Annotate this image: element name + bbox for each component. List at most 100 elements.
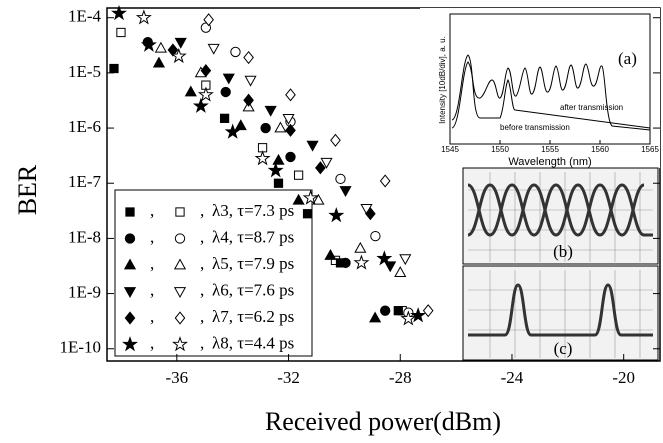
marker <box>379 174 391 188</box>
y-tick-label: 1E-4 <box>68 7 102 26</box>
marker <box>173 258 187 270</box>
marker <box>306 140 319 152</box>
legend-separator: , <box>150 307 154 326</box>
marker <box>292 193 305 205</box>
inset-y-label: Intensity [10dB/div], a. u. <box>438 36 447 124</box>
inset-background <box>420 8 660 168</box>
legend-separator: , <box>150 333 154 352</box>
y-tick-label: 1E-6 <box>68 117 101 136</box>
plot-frame <box>106 7 661 362</box>
marker <box>203 13 214 27</box>
marker <box>285 151 296 163</box>
marker <box>315 161 326 175</box>
marker <box>152 56 166 68</box>
x-tick-label: -20 <box>612 368 635 387</box>
marker <box>394 266 407 277</box>
marker <box>410 307 427 323</box>
legend-label: λ4, τ=8.7 ps <box>212 227 294 246</box>
inset-tick-label: 1565 <box>641 145 659 154</box>
legend-label: λ8, τ=4.4 ps <box>212 333 294 352</box>
marker <box>353 254 370 270</box>
inset-tick-label: 1545 <box>441 145 459 154</box>
marker <box>200 64 212 78</box>
marker <box>135 9 152 25</box>
marker <box>224 123 241 139</box>
y-tick-label: 1E-8 <box>68 227 101 246</box>
inset-frame <box>462 167 659 265</box>
marker <box>174 311 186 325</box>
marker <box>116 27 126 38</box>
x-tick-label: -28 <box>389 368 412 387</box>
legend-separator: , <box>150 201 154 220</box>
y-tick-label: 1E-10 <box>59 338 101 357</box>
marker <box>369 311 382 323</box>
marker <box>302 189 319 205</box>
y-axis-title: BER <box>13 164 42 215</box>
marker <box>293 170 304 180</box>
marker <box>174 233 186 244</box>
marker <box>254 150 271 166</box>
marker <box>197 86 214 102</box>
legend-separator: , <box>200 254 204 273</box>
legend-label: λ3, τ=7.3 ps <box>212 201 294 220</box>
marker <box>220 86 231 98</box>
legend-label: λ6, τ=7.6 ps <box>212 280 294 299</box>
inset-a: Intensity [10dB/div], a. u. Wavelength (… <box>420 8 660 168</box>
legend-label: λ7, τ=6.2 ps <box>212 307 294 326</box>
eye-trace <box>467 183 653 237</box>
legend-separator: , <box>150 254 154 273</box>
marker <box>264 105 277 117</box>
marker <box>174 37 187 49</box>
x-axis-title: Received power(dBm) <box>265 407 501 436</box>
marker <box>380 305 391 316</box>
eye-trace <box>468 283 653 337</box>
legend-separator: , <box>200 227 204 246</box>
inset-annotation: before transmission <box>500 123 570 132</box>
marker <box>272 153 285 165</box>
x-tick-label: -24 <box>501 368 524 387</box>
marker <box>399 254 412 266</box>
legend-separator: , <box>200 333 204 352</box>
marker <box>154 41 167 53</box>
marker <box>339 186 352 197</box>
x-tick-label: -36 <box>165 368 188 387</box>
marker <box>365 207 376 221</box>
marker <box>273 178 284 188</box>
marker <box>125 207 135 217</box>
marker <box>354 241 367 253</box>
inset-label: (c) <box>554 339 573 358</box>
inset-tick-label: 1555 <box>541 145 559 154</box>
marker <box>140 36 157 52</box>
legend-separator: , <box>150 280 154 299</box>
marker <box>285 123 296 137</box>
inset-label: (b) <box>553 242 573 261</box>
marker <box>320 157 333 169</box>
marker <box>192 97 209 113</box>
marker <box>330 133 341 147</box>
inset-tick-label: 1560 <box>591 145 609 154</box>
legend-label: λ5, τ=7.9 ps <box>212 254 294 273</box>
inset-frame <box>462 265 659 361</box>
marker <box>400 310 417 326</box>
marker <box>184 85 197 97</box>
marker <box>312 193 325 205</box>
marker <box>393 306 403 316</box>
marker <box>230 46 241 58</box>
inset-tick-label: 1550 <box>491 145 509 154</box>
legend-separator: , <box>200 201 204 220</box>
legend-separator: , <box>200 307 204 326</box>
marker <box>244 75 257 87</box>
marker <box>109 63 119 74</box>
marker <box>285 88 296 102</box>
y-tick-label: 1E-5 <box>68 62 101 81</box>
marker <box>167 43 179 57</box>
marker <box>175 207 185 217</box>
spectrum-after <box>451 61 651 131</box>
marker <box>123 258 137 270</box>
marker <box>207 43 220 55</box>
marker <box>324 248 337 260</box>
inset-x-label: Wavelength (nm) <box>508 156 591 168</box>
marker <box>328 207 345 223</box>
marker <box>222 73 235 85</box>
